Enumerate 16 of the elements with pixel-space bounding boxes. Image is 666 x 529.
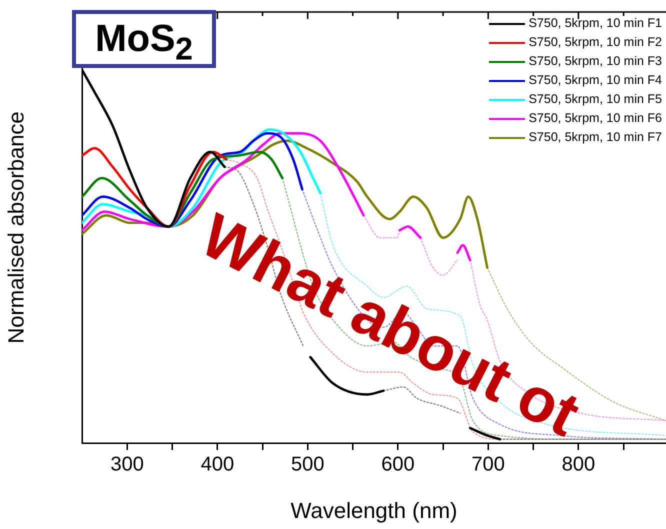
legend-label: S750, 5krpm, 10 min F1 bbox=[528, 15, 662, 32]
legend-label: S750, 5krpm, 10 min F5 bbox=[528, 91, 662, 108]
legend-label: S750, 5krpm, 10 min F7 bbox=[528, 129, 662, 146]
legend-label: S750, 5krpm, 10 min F2 bbox=[528, 34, 662, 51]
x-tick-label: 300 bbox=[110, 454, 144, 476]
legend-label: S750, 5krpm, 10 min F6 bbox=[528, 110, 662, 127]
chart-title: MoS$_{2}$ bbox=[72, 10, 216, 68]
x-tick-label: 700 bbox=[471, 454, 505, 476]
x-tick-label: 500 bbox=[290, 454, 324, 476]
x-axis-title: Wavelength (nm) bbox=[290, 498, 458, 523]
x-tick-label: 600 bbox=[381, 454, 415, 476]
legend-label: S750, 5krpm, 10 min F3 bbox=[528, 53, 662, 70]
y-axis-title: Normalised absorbance bbox=[3, 111, 28, 344]
legend-label: S750, 5krpm, 10 min F4 bbox=[528, 72, 662, 89]
x-tick-label: 400 bbox=[200, 454, 234, 476]
x-tick-label: 800 bbox=[562, 454, 596, 476]
